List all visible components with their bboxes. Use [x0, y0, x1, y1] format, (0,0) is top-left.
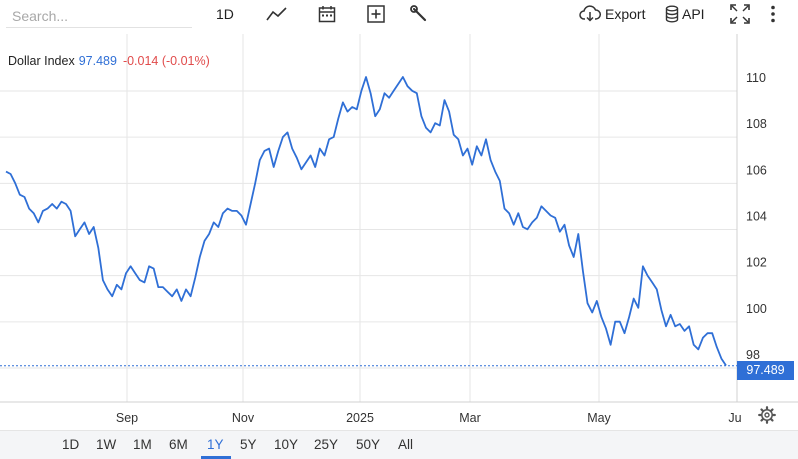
active-range-indicator [201, 456, 231, 459]
y-tick-label: 104 [746, 210, 767, 224]
instrument-change: -0.014 (-0.01%) [122, 54, 210, 68]
y-tick-label: 98 [746, 348, 760, 362]
api-button[interactable]: API [665, 2, 705, 26]
interval-button[interactable]: 1D [216, 2, 234, 26]
range-button-1w[interactable]: 1W [96, 437, 117, 452]
more-options-button[interactable] [769, 2, 777, 26]
range-button-25y[interactable]: 25Y [314, 437, 339, 452]
x-tick-label: Nov [232, 411, 255, 425]
y-tick-label: 110 [746, 71, 766, 85]
fullscreen-icon [730, 4, 750, 24]
calendar-icon [318, 6, 336, 23]
range-button-6m[interactable]: 6M [169, 437, 188, 452]
y-tick-label: 108 [746, 117, 767, 131]
chart-type-button[interactable] [266, 2, 288, 26]
toolbar: 1D Export [0, 0, 798, 32]
gear-icon[interactable] [758, 406, 776, 424]
range-button-1y[interactable]: 1Y [207, 437, 224, 452]
range-button-5y[interactable]: 5Y [240, 437, 257, 452]
more-vertical-icon [771, 5, 775, 23]
add-indicator-button[interactable] [367, 2, 385, 26]
export-button[interactable]: Export [579, 2, 645, 26]
x-tick-label: Sep [116, 411, 138, 425]
database-icon [665, 5, 679, 23]
y-tick-label: 100 [746, 302, 767, 316]
cloud-download-icon [579, 5, 601, 22]
y-tick-label: 102 [746, 256, 767, 270]
chart-legend: Dollar Index 97.489 -0.014 (-0.01%) [8, 54, 210, 68]
range-button-50y[interactable]: 50Y [356, 437, 381, 452]
line-chart-icon [266, 7, 287, 21]
y-tick-label: 106 [746, 163, 767, 177]
series-line [5, 76, 727, 366]
search-input[interactable] [6, 4, 192, 28]
range-button-1m[interactable]: 1M [133, 437, 152, 452]
fullscreen-button[interactable] [730, 2, 750, 26]
instrument-value: 97.489 [78, 54, 117, 68]
interval-label: 1D [216, 6, 234, 22]
wrench-icon [410, 5, 427, 22]
chart-area[interactable]: 110 108 106 104 102 100 98 Sep Nov 2025 Mar May Ju D… [0, 34, 798, 428]
price-chart[interactable]: 110 108 106 104 102 100 98 Sep Nov 2025 Mar May Ju [0, 34, 798, 428]
range-selector: 1D 1W 1M 6M 1Y 5Y 10Y 25Y 50Y All [0, 430, 798, 459]
range-button-all[interactable]: All [398, 437, 414, 452]
tools-button[interactable] [410, 2, 428, 26]
x-tick-label: May [587, 411, 611, 425]
x-tick-label: Ju [728, 411, 741, 425]
range-button-10y[interactable]: 10Y [274, 437, 299, 452]
plus-square-icon [367, 5, 385, 23]
x-tick-label: Mar [459, 411, 481, 425]
last-price-tag: 97.489 [737, 361, 794, 380]
instrument-name: Dollar Index [8, 54, 75, 68]
api-label: API [682, 6, 705, 22]
export-label: Export [605, 6, 646, 22]
range-button-1d[interactable]: 1D [62, 437, 80, 452]
date-range-button[interactable] [318, 2, 336, 26]
x-tick-label: 2025 [346, 411, 374, 425]
